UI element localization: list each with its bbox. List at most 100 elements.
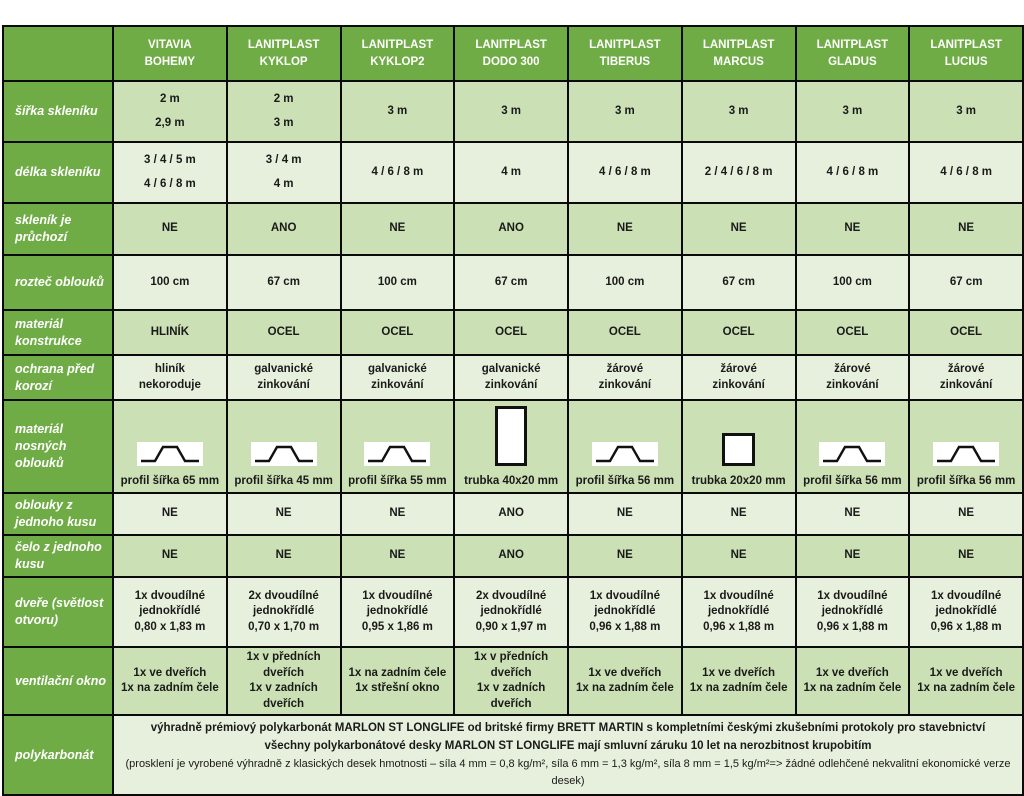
brand-name: LANITPLAST xyxy=(475,38,547,51)
corner-cell xyxy=(2,25,114,82)
cell-value-line: zinkování xyxy=(826,378,879,391)
omega-profile-icon xyxy=(136,442,203,472)
cell-delka-col5: 4 / 6 / 8 m xyxy=(567,141,683,205)
cell-value-line: 1x dvoudílné xyxy=(134,589,206,602)
cell-value-line: 0,96 x 1,88 m xyxy=(816,620,888,633)
cell-value-line: 1x dvoudílné xyxy=(930,589,1002,602)
cell-oblouky-col4: ANO xyxy=(453,492,569,537)
cell-ventilace-col3: 1x na zadním čele 1x střešní okno xyxy=(339,646,456,717)
cell-value-line: NE xyxy=(844,222,861,235)
cell-konstrukce-col4: OCEL xyxy=(453,309,569,357)
cell-value-line: 1x dvoudílné xyxy=(703,589,774,602)
polycarbonate-line3: (prosklení je vyrobené výhradně z klasic… xyxy=(125,757,1011,787)
cell-ventilace-col7: 1x ve dveřích 1x na zadním čele xyxy=(794,646,911,717)
row-label-pruchozi: skleník je průchozí xyxy=(2,202,114,257)
cell-dvere-col4: 2x dvoudílné jednokřídlé 0,90 x 1,97 m xyxy=(453,576,569,649)
cell-value-line: 3 m xyxy=(842,104,863,117)
cell-roztec-col8: 67 cm xyxy=(908,254,1024,312)
cell-value-line: galvanické xyxy=(367,363,427,376)
cell-pruchozi-col7: NE xyxy=(794,202,911,257)
cell-value-line: žárové xyxy=(720,363,757,376)
cell-value-line: jednokřídlé xyxy=(707,605,770,618)
profile-caption: profil šířka 45 mm xyxy=(234,474,333,487)
model-name: GLADUS xyxy=(828,55,877,68)
cell-ochrana-col6: žárové zinkování xyxy=(680,354,797,402)
cell-value-line: NE xyxy=(730,507,747,520)
cell-ventilace-col4: 1x v předních dveřích 1x v zadních dveříc… xyxy=(453,646,569,717)
profile-caption: profil šířka 65 mm xyxy=(120,474,220,487)
cell-sirka-col6: 3 m xyxy=(680,79,797,144)
cell-pruchozi-col2: ANO xyxy=(225,202,342,257)
cell-value-line: NE xyxy=(275,507,292,520)
cell-value-line: 2,9 m xyxy=(155,116,185,129)
cell-value-line: NE xyxy=(844,507,861,520)
cell-delka-col8: 4 / 6 / 8 m xyxy=(908,141,1024,205)
cell-roztec-col3: 100 cm xyxy=(339,254,456,312)
cell-delka-col2: 3 / 4 m 4 m xyxy=(225,141,342,205)
cell-value-line: 3 m xyxy=(728,104,749,117)
cell-value-line: NE xyxy=(389,549,406,562)
column-header-lanitplast-dodo-300: LANITPLAST DODO 300 xyxy=(453,25,569,82)
cell-konstrukce-col6: OCEL xyxy=(680,309,797,357)
cell-konstrukce-col5: OCEL xyxy=(567,309,683,357)
cell-value-line: jednokřídlé xyxy=(480,605,542,618)
cell-konstrukce-col2: OCEL xyxy=(225,309,342,357)
row-label-ochrana: ochrana před korozí xyxy=(2,354,114,402)
cell-value-line: 0,95 x 1,86 m xyxy=(361,620,433,633)
cell-value-line: NE xyxy=(958,507,975,520)
cell-sirka-col2: 2 m 3 m xyxy=(225,79,342,144)
table-row-celo: čelo z jednoho kusu NE NE NE ANO NE NE NE NE xyxy=(2,534,1024,579)
table-row-polykarbonat: polykarbonát výhradně prémiový polykarbo… xyxy=(2,714,1024,796)
cell-value-line: 0,96 x 1,88 m xyxy=(930,620,1002,633)
cell-celo-col2: NE xyxy=(225,534,342,579)
cell-nosne-col5: profil šířka 56 mm xyxy=(567,399,683,495)
cell-pruchozi-col3: NE xyxy=(339,202,456,257)
cell-value-line: 3 m xyxy=(387,104,408,117)
brand-name: LANITPLAST xyxy=(361,38,434,51)
cell-value-line: 67 cm xyxy=(722,275,755,288)
cell-value-line: 1x na zadním čele xyxy=(575,682,674,695)
cell-value-line: 1x ve dveřích xyxy=(929,666,1003,679)
cell-sirka-col1: 2 m 2,9 m xyxy=(112,79,228,144)
cell-value-line: ANO xyxy=(498,507,524,520)
cell-dvere-col3: 1x dvoudílné jednokřídlé 0,95 x 1,86 m xyxy=(339,576,456,649)
cell-value-line: jednokřídlé xyxy=(935,605,997,618)
table-row-dvere: dveře (světlost otvoru) 1x dvoudílné jedno… xyxy=(2,576,1024,649)
cell-nosne-col3: profil šířka 55 mm xyxy=(339,399,456,495)
polycarbonate-line1: výhradně prémiový polykarbonát MARLON ST… xyxy=(150,722,986,735)
cell-value-line: NE xyxy=(389,222,406,235)
cell-nosne-col8: profil šířka 56 mm xyxy=(908,399,1024,495)
cell-ventilace-col8: 1x ve dveřích 1x na zadním čele xyxy=(908,646,1024,717)
cell-value-line: 2 / 4 / 6 / 8 m xyxy=(704,165,773,178)
cell-value-line: 3 m xyxy=(501,104,522,117)
column-header-lanitplast-lucius: LANITPLAST LUCIUS xyxy=(908,25,1024,82)
cell-value-line: zinkování xyxy=(598,378,652,391)
cell-value-line: NE xyxy=(730,222,747,235)
cell-value-line: OCEL xyxy=(608,325,641,338)
cell-value-line: 0,96 x 1,88 m xyxy=(703,620,775,633)
cell-dvere-col2: 2x dvoudílné jednokřídlé 0,70 x 1,70 m xyxy=(225,576,342,649)
brand-name: LANITPLAST xyxy=(702,38,775,51)
row-label-delka: délka skleníku xyxy=(2,141,114,205)
cell-value-line: 67 cm xyxy=(949,275,983,288)
cell-value-line: OCEL xyxy=(267,325,300,338)
cell-value-line: NE xyxy=(616,222,633,235)
cell-value-line: 100 cm xyxy=(377,275,417,288)
cell-value-line: 1x v předních dveřích xyxy=(474,651,549,679)
cell-nosne-col2: profil šířka 45 mm xyxy=(225,399,342,495)
cell-value-line: NE xyxy=(958,222,975,235)
profile-caption: profil šířka 55 mm xyxy=(348,474,447,487)
cell-dvere-col7: 1x dvoudílné jednokřídlé 0,96 x 1,88 m xyxy=(794,576,911,649)
cell-value-line: 1x ve dveřích xyxy=(588,666,662,679)
cell-value-line: 1x v zadních dveřích xyxy=(476,682,546,710)
model-name: LUCIUS xyxy=(944,55,988,68)
cell-value-line: 1x na zadním čele xyxy=(917,682,1016,695)
cell-value-line: žárové xyxy=(834,363,871,376)
model-name: TIBERUS xyxy=(599,55,651,68)
cell-value-line: 67 cm xyxy=(267,275,300,288)
model-name: BOHEMY xyxy=(144,55,196,68)
cell-value-line: 4 / 6 / 8 m xyxy=(371,165,424,178)
cell-value-line: žárové xyxy=(947,363,985,376)
cell-konstrukce-col8: OCEL xyxy=(908,309,1024,357)
cell-value-line: hliník xyxy=(154,363,185,376)
